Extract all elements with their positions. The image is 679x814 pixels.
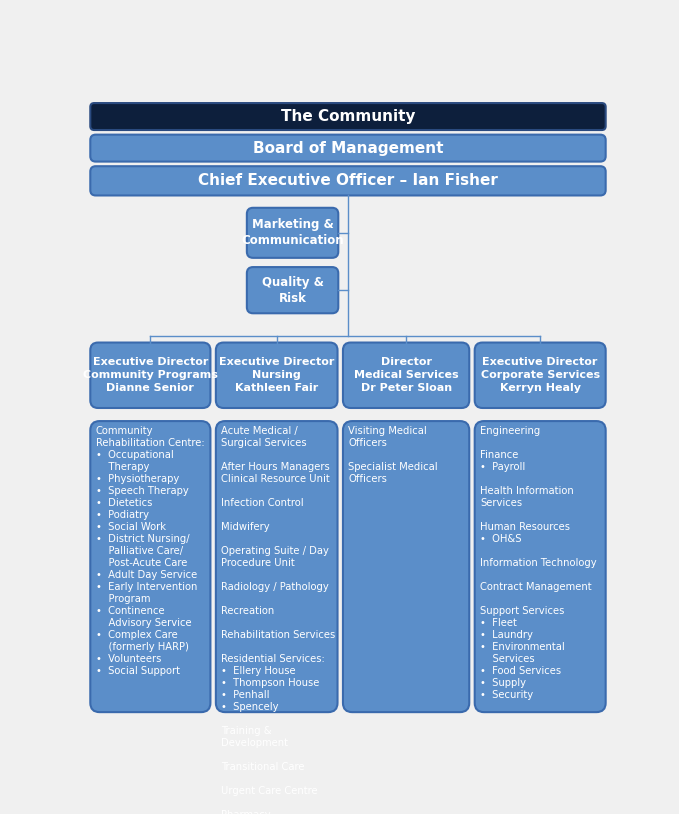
Text: Executive Director
Community Programs
Dianne Senior: Executive Director Community Programs Di… <box>83 357 218 393</box>
Text: Chief Executive Officer – Ian Fisher: Chief Executive Officer – Ian Fisher <box>198 173 498 188</box>
Text: Visiting Medical
Officers

Specialist Medical
Officers: Visiting Medical Officers Specialist Med… <box>348 427 438 484</box>
Text: Executive Director
Nursing
Kathleen Fair: Executive Director Nursing Kathleen Fair <box>219 357 334 393</box>
FancyBboxPatch shape <box>90 103 606 130</box>
Text: Director
Medical Services
Dr Peter Sloan: Director Medical Services Dr Peter Sloan <box>354 357 458 393</box>
Text: Quality &
Risk: Quality & Risk <box>261 276 323 304</box>
FancyBboxPatch shape <box>90 134 606 162</box>
Text: Marketing &
Communication: Marketing & Communication <box>241 218 344 247</box>
Text: Community
Rehabilitation Centre:
•  Occupational
    Therapy
•  Physiotherapy
• : Community Rehabilitation Centre: • Occup… <box>96 427 204 676</box>
FancyBboxPatch shape <box>247 267 338 313</box>
FancyBboxPatch shape <box>343 421 469 712</box>
Text: Engineering

Finance
•  Payroll

Health Information
Services

Human Resources
• : Engineering Finance • Payroll Health Inf… <box>480 427 597 701</box>
FancyBboxPatch shape <box>216 421 337 712</box>
FancyBboxPatch shape <box>475 421 606 712</box>
FancyBboxPatch shape <box>90 166 606 195</box>
Text: Executive Director
Corporate Services
Kerryn Healy: Executive Director Corporate Services Ke… <box>481 357 600 393</box>
FancyBboxPatch shape <box>475 343 606 408</box>
FancyBboxPatch shape <box>247 208 338 258</box>
Text: The Community: The Community <box>280 109 416 124</box>
FancyBboxPatch shape <box>90 343 210 408</box>
FancyBboxPatch shape <box>216 343 337 408</box>
Text: Acute Medical /
Surgical Services

After Hours Managers
Clinical Resource Unit

: Acute Medical / Surgical Services After … <box>221 427 335 814</box>
FancyBboxPatch shape <box>90 421 210 712</box>
FancyBboxPatch shape <box>343 343 469 408</box>
Text: Board of Management: Board of Management <box>253 141 443 155</box>
